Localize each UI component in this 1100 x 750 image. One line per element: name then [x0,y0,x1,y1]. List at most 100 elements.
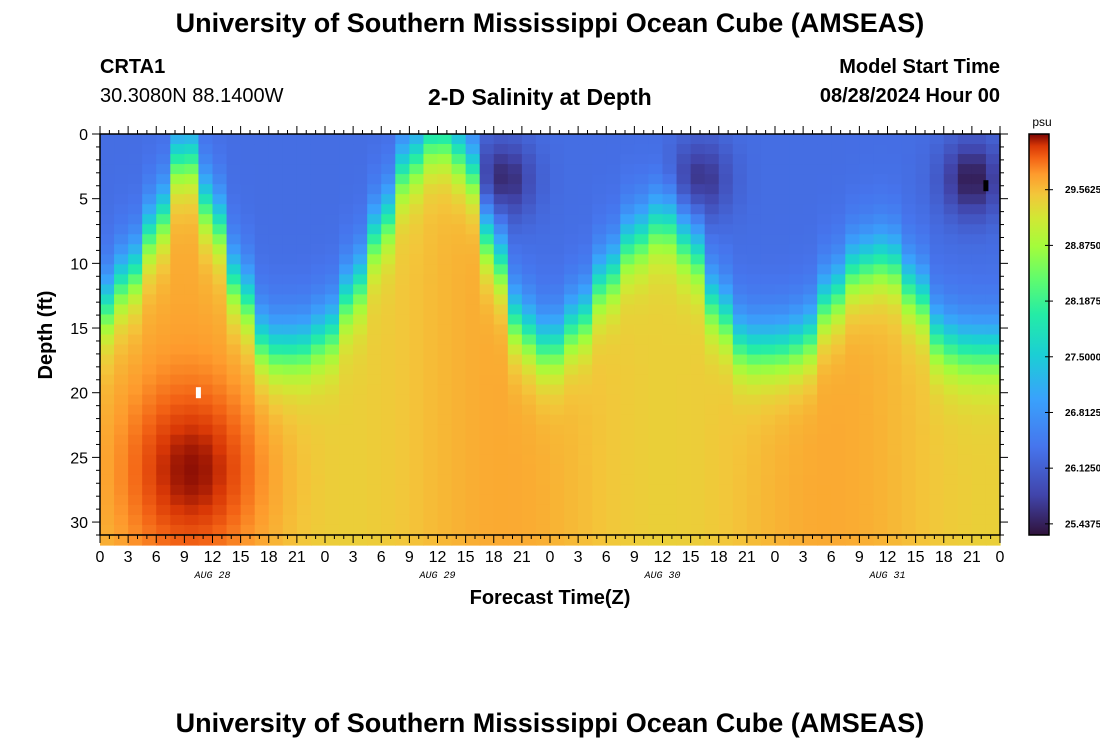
heatmap-cell [564,324,579,336]
heatmap-cell [339,324,354,336]
heatmap-cell [620,134,635,145]
heatmap-cell [746,154,762,165]
heatmap-cell [620,264,635,275]
heatmap-cell [325,524,340,536]
heatmap-cell [648,164,664,175]
heatmap-cell [775,234,790,245]
heatmap-cell [915,394,931,406]
heatmap-cell [296,394,312,406]
heatmap-cell [325,284,340,296]
heatmap-cell [648,354,664,366]
heatmap-cell [128,234,143,245]
heatmap-cell [550,404,565,416]
heatmap-cell [746,304,762,316]
heatmap-cell [170,334,185,346]
heatmap-cell [437,254,453,265]
heatmap-cell [282,344,298,356]
heatmap-cell [128,424,143,436]
heatmap-cell [676,504,692,516]
heatmap-cell [943,154,959,165]
heatmap-cell [114,214,129,225]
heatmap-cell [521,164,537,175]
heatmap-cell [775,424,790,436]
heatmap-cell [423,294,439,306]
heatmap-cell [282,304,298,316]
heatmap-cell [339,204,354,215]
heatmap-cell [156,414,171,426]
heatmap-cell [859,174,875,185]
heatmap-cell [859,524,875,536]
heatmap-cell [184,304,200,316]
heatmap-cell [915,174,931,185]
heatmap-cell [760,154,776,165]
heatmap-cell [803,144,818,155]
heatmap-cell [704,364,720,376]
heatmap-cell [943,414,959,426]
heatmap-cell [901,364,917,376]
heatmap-cell [915,334,931,346]
heatmap-cell [451,414,467,426]
heatmap-cell [718,234,734,245]
heatmap-cell [451,304,467,316]
heatmap-cell [114,374,129,386]
heatmap-cell [353,254,368,265]
heatmap-cell [831,244,846,255]
heatmap-cell [845,304,860,316]
heatmap-cell [648,184,664,195]
heatmap-cell [156,504,171,516]
heatmap-cell [592,374,607,386]
heatmap-cell [775,164,790,175]
heatmap-cell [114,274,129,285]
heatmap-cell [901,304,917,316]
heatmap-cell [929,444,945,456]
heatmap-cell [929,264,945,275]
heatmap-cell [212,214,228,225]
heatmap-cell [929,404,945,416]
heatmap-cell [437,484,453,496]
heatmap-cell [381,254,396,265]
heatmap-cell [254,264,270,275]
heatmap-cell [817,414,832,426]
heatmap-cell [606,404,621,416]
heatmap-cell [648,464,664,476]
heatmap-cell [592,494,607,506]
heatmap-cell [901,144,917,155]
heatmap-cell [971,204,987,215]
heatmap-cell [985,234,1001,245]
heatmap-cell [507,374,523,386]
heatmap-cell [100,314,115,326]
heatmap-cell [409,384,425,396]
heatmap-cell [901,484,917,496]
heatmap-cell [339,274,354,285]
heatmap-cell [184,354,200,366]
heatmap-cell [592,184,607,195]
heatmap-cell [592,274,607,285]
heatmap-cell [817,264,832,275]
heatmap-cell [690,184,706,195]
heatmap-cell [296,244,312,255]
heatmap-cell [339,154,354,165]
heatmap-cell [648,434,664,446]
heatmap-cell [760,284,776,296]
heatmap-cell [831,134,846,145]
heatmap-cell [423,154,439,165]
heatmap-cell [409,134,425,145]
heatmap-cell [128,274,143,285]
heatmap-cell [212,334,228,346]
heatmap-cell [268,454,284,466]
heatmap-cell [985,354,1001,366]
heatmap-cell [395,524,410,536]
heatmap-cell [831,535,846,546]
heatmap-cell [465,304,481,316]
heatmap-cell [690,535,706,546]
day-label: AUG 28 [193,571,230,582]
heatmap-cell [845,234,860,245]
heatmap-cell [746,184,762,195]
heatmap-cell [662,264,678,275]
heatmap-cell [845,284,860,296]
heatmap-cell [746,194,762,205]
heatmap-cell [339,264,354,275]
heatmap-cell [493,174,509,185]
heatmap-cell [606,224,621,235]
heatmap-cell [859,424,875,436]
